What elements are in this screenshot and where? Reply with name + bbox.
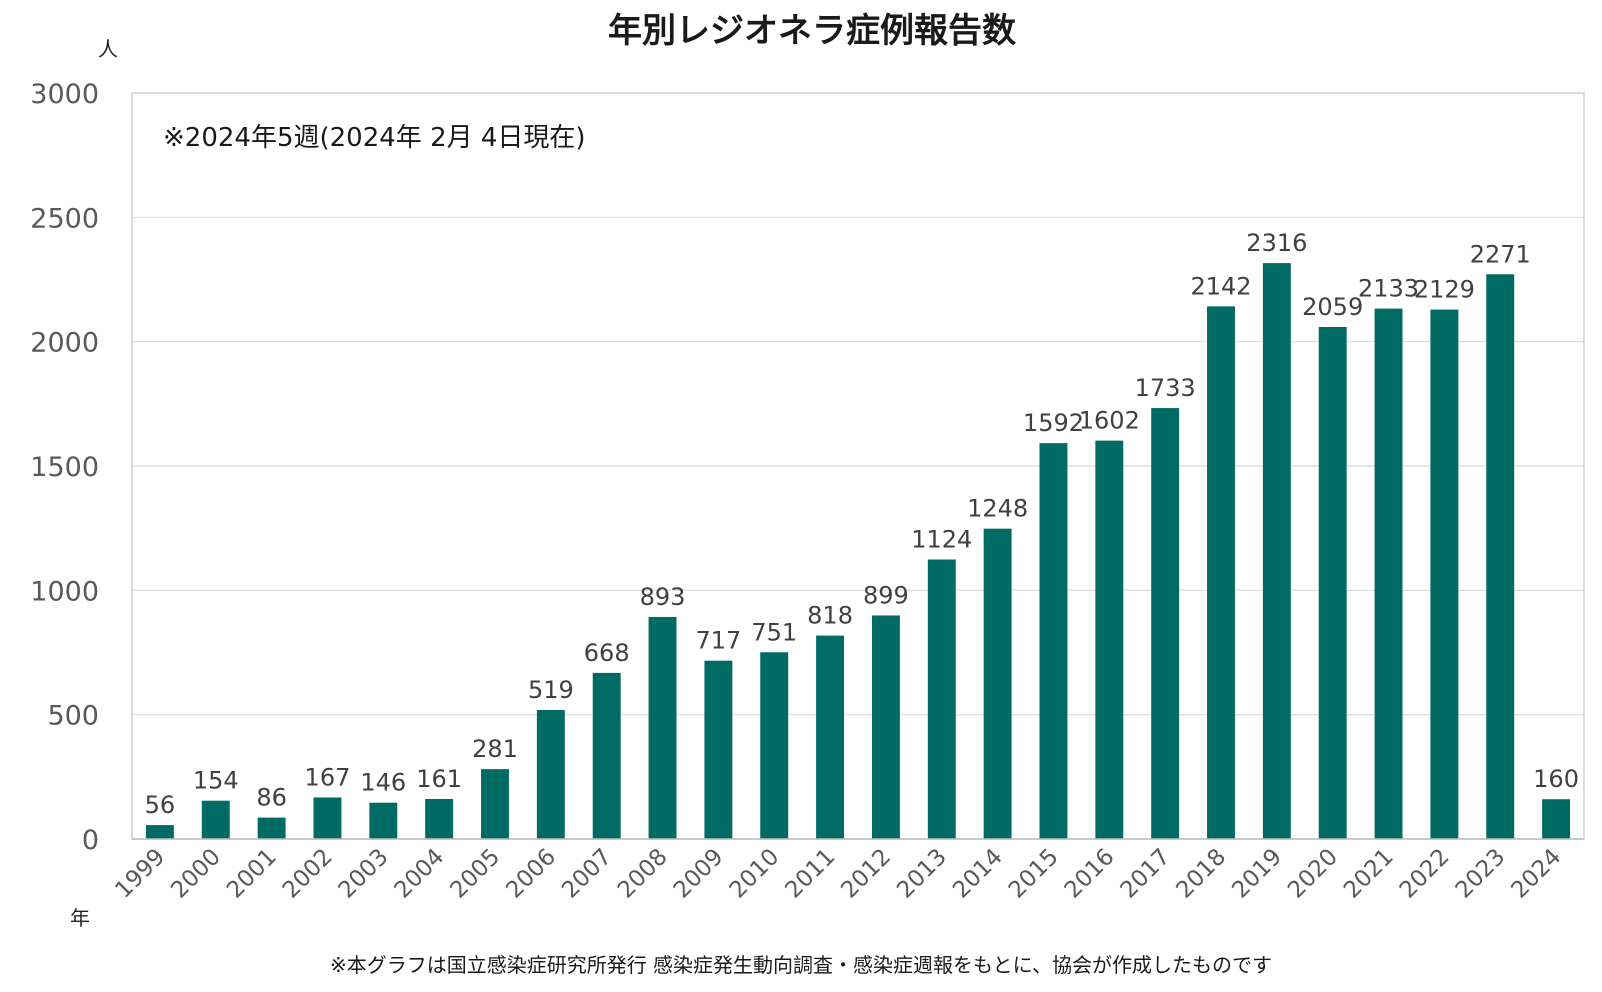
bar bbox=[871, 615, 900, 839]
data-label: 160 bbox=[1533, 765, 1579, 793]
bar bbox=[313, 797, 342, 839]
data-label: 2129 bbox=[1414, 276, 1475, 304]
bars bbox=[145, 263, 1571, 840]
data-label: 1602 bbox=[1079, 407, 1140, 435]
data-label: 751 bbox=[751, 618, 797, 646]
data-label: 2142 bbox=[1190, 272, 1251, 300]
data-label: 717 bbox=[695, 627, 741, 655]
bar bbox=[1374, 308, 1403, 839]
bar bbox=[481, 769, 509, 839]
data-label: 2316 bbox=[1246, 229, 1307, 257]
bar bbox=[816, 635, 845, 839]
bar bbox=[536, 709, 565, 839]
bar bbox=[760, 652, 789, 839]
bar bbox=[704, 660, 733, 839]
data-label: 519 bbox=[528, 676, 574, 704]
data-as-of-annotation: ※2024年5週(2024年 2月 4日現在) bbox=[163, 123, 586, 153]
bar bbox=[425, 798, 454, 839]
chart-title: 年別レジオネラ症例報告数 bbox=[608, 11, 1016, 51]
data-label: 1124 bbox=[911, 525, 972, 553]
bar bbox=[1542, 799, 1571, 839]
data-label: 668 bbox=[584, 639, 630, 667]
bar bbox=[201, 800, 230, 839]
data-label: 154 bbox=[193, 767, 239, 795]
y-axis-unit-label: 人 bbox=[98, 37, 118, 61]
bar bbox=[1262, 263, 1291, 839]
data-label: 818 bbox=[807, 602, 853, 630]
bar bbox=[1318, 326, 1347, 839]
bar bbox=[1430, 309, 1459, 840]
y-tick-label: 1500 bbox=[30, 452, 99, 483]
data-label: 56 bbox=[145, 791, 176, 819]
bar bbox=[983, 528, 1012, 839]
data-label: 86 bbox=[256, 784, 287, 812]
x-axis-unit-label: 年 bbox=[70, 906, 90, 930]
bar bbox=[1486, 274, 1515, 839]
data-label: 2059 bbox=[1302, 293, 1363, 321]
data-label: 2133 bbox=[1358, 275, 1419, 303]
data-label: 146 bbox=[360, 769, 406, 797]
data-label: 2271 bbox=[1470, 240, 1531, 268]
data-label: 1248 bbox=[967, 495, 1028, 523]
data-label: 281 bbox=[472, 735, 518, 763]
source-footnote: ※本グラフは国立感染症研究所発行 感染症発生動向調査・感染症週報をもとに、協会が… bbox=[330, 953, 1272, 977]
bar bbox=[369, 802, 398, 839]
bar bbox=[592, 672, 621, 839]
bar bbox=[648, 616, 677, 839]
y-axis-tick-labels: 0 500 1000 1500 2000 2500 3000 bbox=[30, 79, 99, 856]
bar bbox=[1095, 440, 1124, 839]
data-label: 899 bbox=[863, 581, 909, 609]
y-tick-label: 1000 bbox=[30, 576, 99, 607]
y-tick-label: 2000 bbox=[30, 328, 99, 359]
data-label: 1733 bbox=[1135, 374, 1196, 402]
bar bbox=[1151, 408, 1180, 839]
y-tick-label: 500 bbox=[47, 701, 99, 732]
y-tick-label: 3000 bbox=[30, 79, 99, 110]
data-label: 167 bbox=[305, 763, 351, 791]
bar bbox=[1039, 443, 1068, 839]
y-tick-label: 2500 bbox=[30, 203, 99, 234]
bar bbox=[257, 817, 286, 839]
data-labels: 56 154 86 167 146 161 281 519 668 893 717 751 818 899… bbox=[145, 229, 1579, 819]
y-tick-label: 0 bbox=[82, 825, 99, 856]
data-label: 161 bbox=[416, 765, 462, 793]
bar bbox=[927, 559, 956, 839]
data-label: 1592 bbox=[1023, 409, 1084, 437]
bar bbox=[1207, 306, 1235, 840]
bar bbox=[145, 825, 174, 839]
data-label: 893 bbox=[640, 583, 686, 611]
